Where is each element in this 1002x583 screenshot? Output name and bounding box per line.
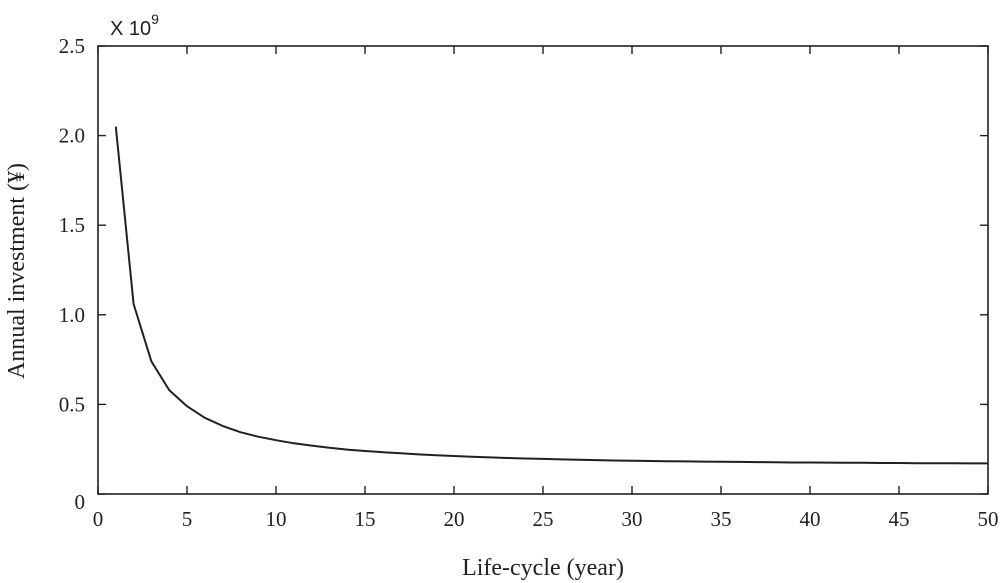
y-tick-label: 1.0	[59, 303, 85, 327]
x-tick-label: 10	[266, 507, 287, 531]
series-layer	[114, 126, 988, 465]
y-axis-multiplier-base: X 10	[110, 18, 151, 40]
y-axis-multiplier-exponent: 9	[151, 11, 159, 27]
y-tick-label: 0	[75, 490, 86, 514]
x-tick-label: 20	[444, 507, 465, 531]
x-tick-label: 15	[355, 507, 376, 531]
x-tick-label: 5	[182, 507, 193, 531]
x-tick-label: 30	[622, 507, 643, 531]
series-line	[114, 126, 988, 465]
x-tick-label: 50	[978, 507, 999, 531]
plot-frame	[97, 45, 989, 495]
y-axis-title: Annual investment (¥)	[4, 163, 30, 379]
x-tick-label: 25	[533, 507, 554, 531]
y-axis-multiplier: X 109	[110, 11, 159, 40]
x-tick-label: 40	[800, 507, 821, 531]
y-tick-label: 2.5	[59, 34, 85, 58]
y-tick-label: 1.5	[59, 213, 85, 237]
y-tick-label: 0.5	[59, 392, 85, 416]
x-tick-label: 35	[711, 507, 732, 531]
y-axis-ticks: 0 0.5 1.0 1.5 2.0 2.5	[59, 34, 988, 514]
x-tick-label: 0	[93, 507, 104, 531]
x-tick-label: 45	[889, 507, 910, 531]
x-axis-title: Life-cycle (year)	[462, 555, 624, 581]
y-tick-label: 2.0	[59, 124, 85, 148]
x-axis-ticks: 0 5 10 15 20 25 30 35 40 45 50	[93, 46, 999, 531]
